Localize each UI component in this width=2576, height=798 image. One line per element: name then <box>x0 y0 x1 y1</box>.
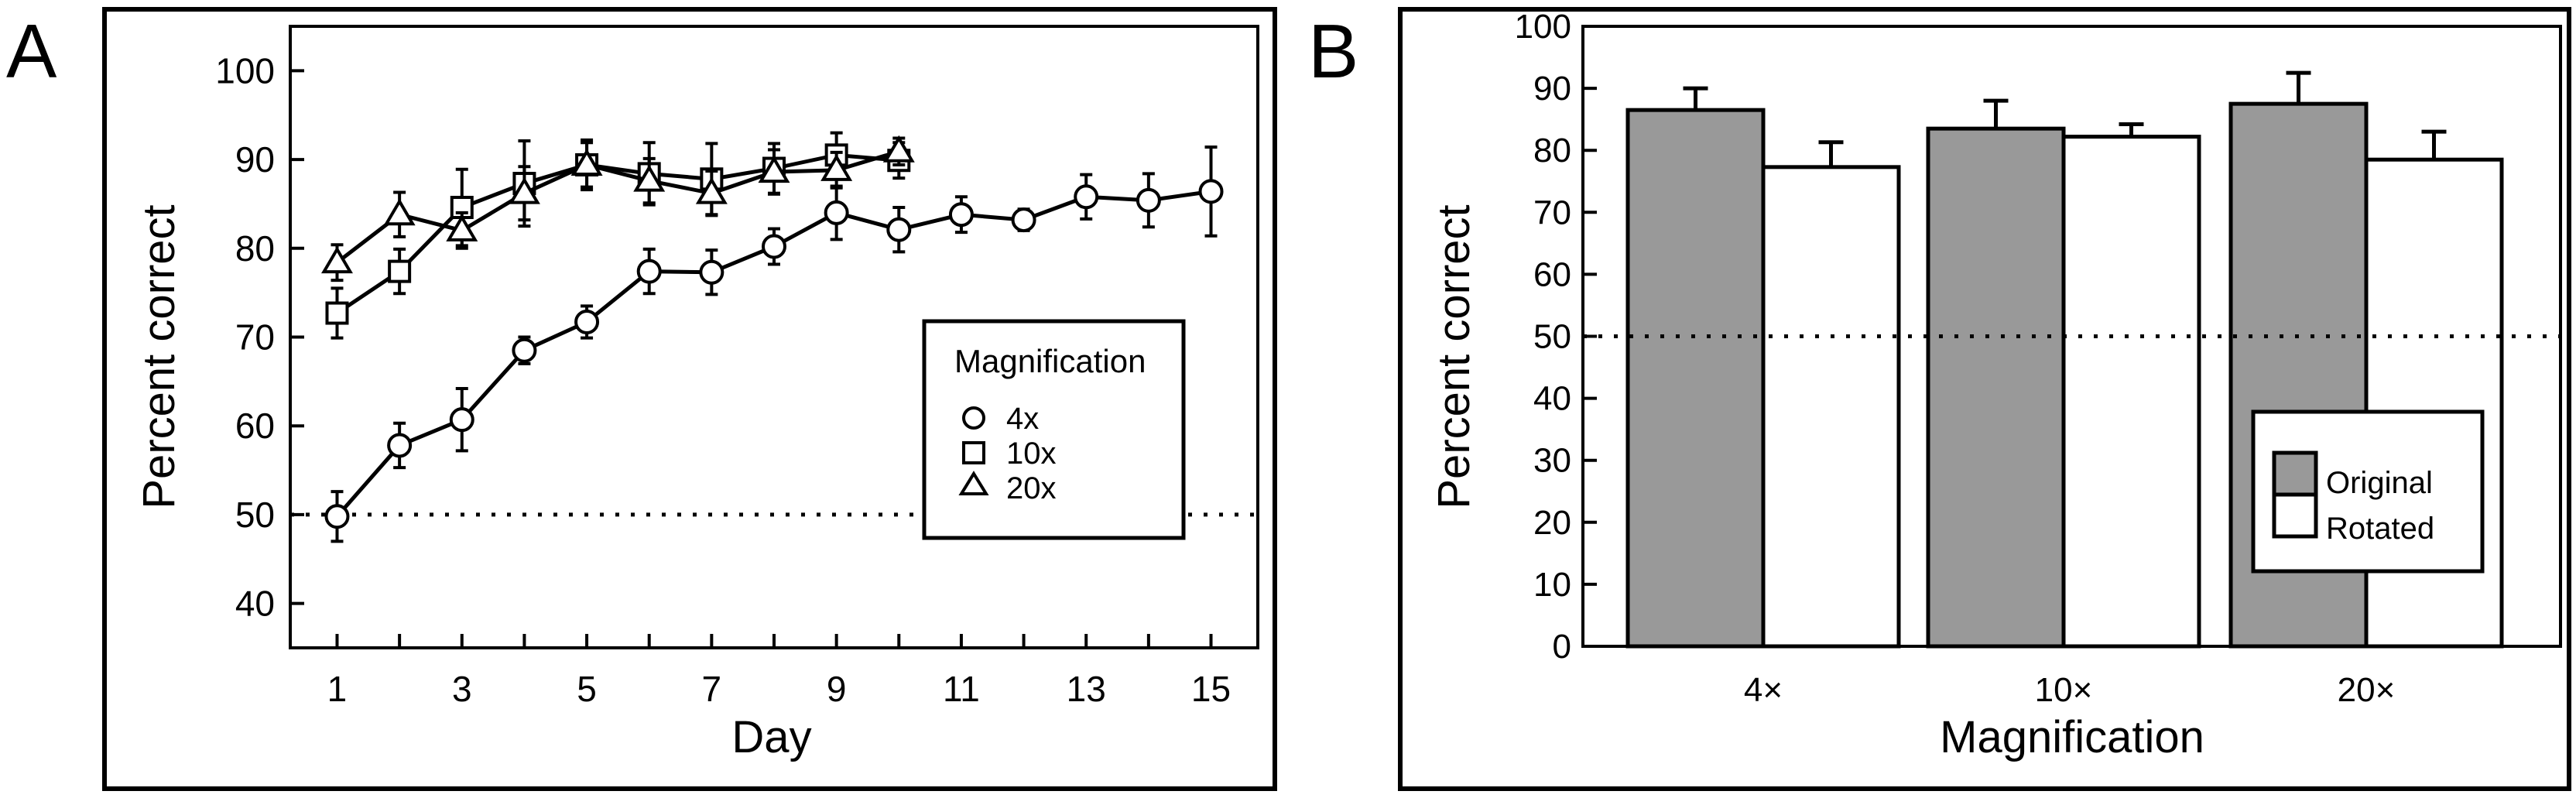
data-point <box>886 217 912 242</box>
legend-20x-triangle-marker <box>958 471 989 495</box>
data-point <box>699 259 724 285</box>
panel-b-y-tick-label: 30 <box>1533 442 1571 480</box>
data-point <box>508 176 540 204</box>
series-10x <box>325 131 911 340</box>
data-point <box>758 156 790 183</box>
panel-b-y-tick-label: 90 <box>1533 70 1571 108</box>
data-point <box>948 202 974 228</box>
bar-rotated <box>2364 157 2504 649</box>
panel-a-y-tick-label: 70 <box>235 317 275 358</box>
panel-a-x-tick-label: 7 <box>702 669 722 709</box>
data-point <box>633 164 666 192</box>
panel-a-legend: Magnification 4x 10x 20x <box>922 319 1186 540</box>
data-point <box>446 214 478 241</box>
panel-b-x-axis-label: Magnification <box>1940 712 2204 762</box>
panel-b-x-tick-label: 10× <box>2035 671 2093 709</box>
panel-a-y-axis-label: Percent correct <box>134 204 184 509</box>
panel-b-y-tick-label: 60 <box>1533 255 1571 293</box>
data-point <box>512 337 537 363</box>
panel-b-x-tick-label: 20× <box>2338 671 2396 709</box>
data-point <box>824 200 849 225</box>
panel-a-legend-title: Magnification <box>954 343 1146 379</box>
panel-a-x-tick-label: 11 <box>943 669 980 709</box>
data-point <box>449 407 474 433</box>
legend-rotated-swatch <box>2272 492 2318 539</box>
legend-20x-label: 20x <box>1006 471 1057 505</box>
bar-original <box>1625 108 1766 649</box>
data-point <box>1198 179 1224 204</box>
data-point <box>695 176 728 204</box>
panel-b-legend: Original Rotated <box>2251 409 2485 574</box>
panel-b-y-tick-label: 100 <box>1515 8 1571 46</box>
panel-a-y-tick-label: 90 <box>235 139 275 180</box>
bar-rotated <box>2061 135 2201 649</box>
data-point <box>1074 184 1099 210</box>
data-point <box>324 504 350 529</box>
panel-b-y-tick-label: 70 <box>1533 194 1571 231</box>
data-point <box>325 301 349 325</box>
panel-a-legend-box <box>922 319 1186 540</box>
panel-b-y-tick-label: 20 <box>1533 504 1571 542</box>
data-point <box>1011 207 1036 233</box>
panel-a-y-tick-label: 60 <box>235 406 275 446</box>
panel-b: B 0 10 20 30 40 50 60 70 80 90 100 4× 10× 20× Percen… <box>1308 7 2571 791</box>
data-point <box>636 259 662 284</box>
panel-a-y-tick-label: 100 <box>215 50 275 91</box>
data-point <box>820 153 853 181</box>
series-4x <box>324 146 1224 543</box>
data-point <box>762 234 786 259</box>
bar-rotated <box>1761 165 1901 649</box>
panel-a-x-tick-label: 9 <box>827 669 847 709</box>
data-point <box>383 198 416 226</box>
panel-b-y-tick-label: 40 <box>1533 380 1571 418</box>
panel-b-frame <box>1398 7 2571 791</box>
data-point <box>1136 187 1161 213</box>
panel-b-y-tick-label: 50 <box>1533 318 1571 356</box>
panel-a-y-tick-label: 40 <box>235 584 275 624</box>
panel-a-x-tick-label: 5 <box>577 669 597 709</box>
series-line-10x <box>336 152 899 315</box>
panel-b-y-tick-label: 0 <box>1553 628 1571 666</box>
legend-4x-circle-marker <box>962 406 985 430</box>
data-point <box>387 433 413 458</box>
panel-a-x-axis-label: Day <box>731 712 811 762</box>
panel-a-y-tick-label: 80 <box>235 228 275 269</box>
legend-rotated-label: Rotated <box>2326 512 2434 546</box>
panel-b-y-axis-label: Percent correct <box>1429 204 1479 509</box>
panel-a-x-tick-label: 13 <box>1067 669 1106 709</box>
panel-a-x-tick-label: 1 <box>327 669 348 709</box>
series-20x <box>320 135 915 283</box>
legend-4x-label: 4x <box>1006 402 1039 436</box>
panel-a-label: A <box>6 9 57 94</box>
data-point <box>388 259 412 283</box>
data-point <box>574 309 600 334</box>
panel-a-x-tick-label: 3 <box>452 669 472 709</box>
panel-b-y-tick-label: 10 <box>1533 566 1571 604</box>
panel-b-legend-box <box>2251 409 2485 574</box>
legend-10x-square-marker <box>962 441 985 464</box>
legend-10x-label: 10x <box>1006 437 1057 471</box>
panel-b-x-tick-label: 4× <box>1744 671 1783 709</box>
legend-original-swatch <box>2272 450 2318 497</box>
panel-a-frame <box>102 7 1277 791</box>
data-point <box>882 135 915 163</box>
data-point <box>570 148 603 176</box>
panel-b-y-tick-label: 80 <box>1533 132 1571 170</box>
series-line-20x <box>335 149 900 265</box>
legend-original-label: Original <box>2326 466 2433 500</box>
panel-a-x-tick-label: 15 <box>1191 669 1231 709</box>
panel-b-label: B <box>1308 9 1358 94</box>
panel-a-y-tick-label: 50 <box>235 495 275 535</box>
bar-original <box>1926 126 2066 649</box>
data-point <box>320 246 353 274</box>
